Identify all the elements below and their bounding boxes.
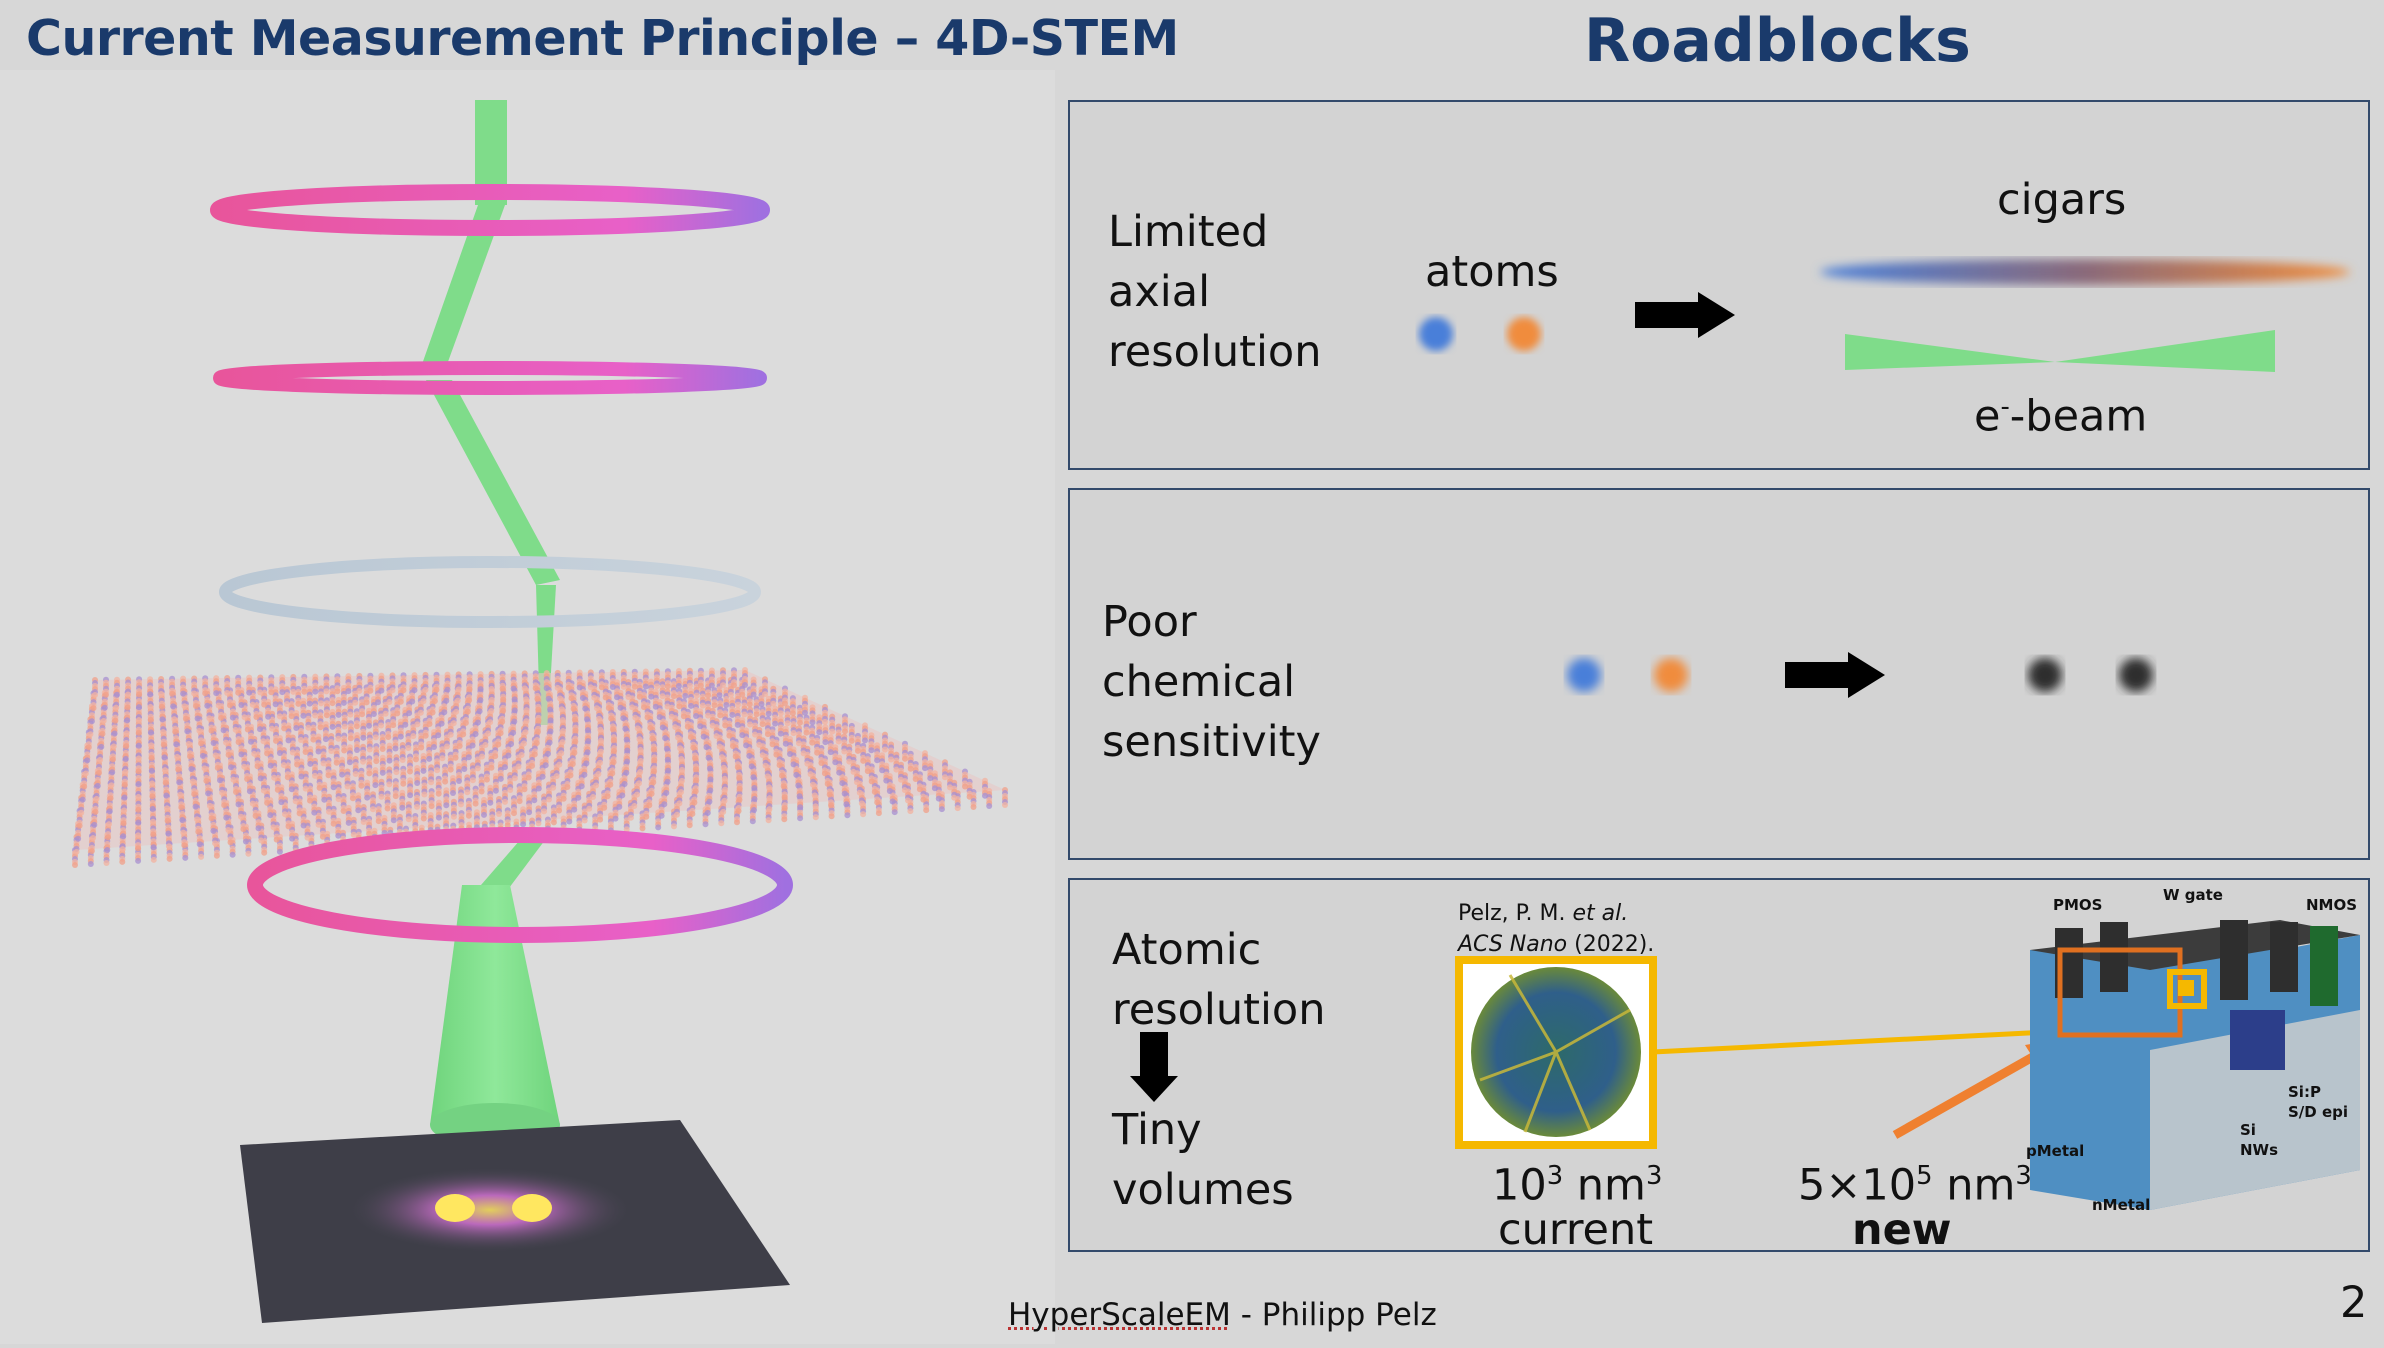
label-line: volumes [1112, 1165, 1294, 1215]
nmos-label: NMOS [2306, 896, 2358, 914]
beam-right-cone [2055, 330, 2275, 372]
orange-atom [1507, 317, 1541, 351]
page-number: 2 [2340, 1278, 2368, 1328]
condenser-ring-2 [213, 361, 767, 395]
row-label-top: Atomic resolution [1112, 920, 1325, 1040]
current-label: current [1498, 1205, 1654, 1255]
scan-coil-ring [219, 556, 761, 628]
new-label: new [1852, 1205, 1952, 1255]
roadblock-chemical-sensitivity: Poor chemical sensitivity [1068, 488, 2370, 860]
label-line: Poor [1102, 597, 1197, 647]
cigar-shape [1820, 259, 2350, 285]
down-arrow-icon [1130, 1032, 1178, 1102]
orange-atom [1654, 658, 1688, 692]
citation: Pelz, P. M. et al. ACS Nano (2022). [1458, 901, 1655, 957]
right-arrow-icon [1635, 292, 1735, 338]
right-arrow-icon [1785, 652, 1885, 698]
label-line: sensitivity [1102, 717, 1321, 767]
label-line: Atomic [1112, 925, 1262, 975]
si-nws-label: Si NWs [2240, 1121, 2279, 1159]
blue-atom [1567, 658, 1601, 692]
nmetal-label: nMetal [2092, 1196, 2151, 1214]
blue-atom [1419, 317, 1453, 351]
4d-stem-illustration [0, 70, 1055, 1344]
row-label: Poor chemical sensitivity [1102, 592, 1321, 772]
right-slide-title: Roadblocks [1584, 6, 1971, 76]
sip-label: Si:P S/D epi [2288, 1083, 2349, 1121]
footer-text: HyperScaleEM - Philipp Pelz [1008, 1297, 1437, 1333]
label-line: axial [1108, 267, 1211, 317]
left-slide-title: Current Measurement Principle – 4D-STEM [26, 10, 1179, 67]
pmetal-label: pMetal [2026, 1142, 2085, 1160]
label-line: chemical [1102, 657, 1296, 707]
ebeam-label: e--beam [1974, 391, 2148, 442]
label-line: Tiny [1112, 1105, 1202, 1155]
beam-left-cone [1845, 334, 2055, 370]
label-line: resolution [1108, 327, 1322, 377]
detector-plane [240, 1120, 790, 1323]
roadblock-tiny-volumes: Atomic resolution Tiny volumes Pelz, P. … [1068, 878, 2370, 1255]
label-line: resolution [1112, 985, 1326, 1035]
pmos-label: PMOS [2053, 896, 2103, 914]
nanoparticle-image [1455, 956, 1657, 1149]
gray-atom [2028, 658, 2062, 692]
transistor-device-image [2030, 920, 2360, 1210]
new-volume: 5×105 nm3 [1798, 1160, 2032, 1211]
objective-ring [247, 827, 793, 943]
roadblock-axial-resolution: Limited axial resolution atoms cigars e-… [1068, 100, 2370, 470]
label-line: Limited [1108, 207, 1269, 257]
w-gate-label: W gate [2163, 886, 2223, 904]
current-volume: 103 nm3 [1492, 1160, 1663, 1211]
atoms-label: atoms [1425, 247, 1559, 297]
cigars-label: cigars [1997, 175, 2127, 225]
row-label-bottom: Tiny volumes [1112, 1100, 1294, 1220]
gray-atom [2119, 658, 2153, 692]
condenser-ring-top [210, 184, 770, 236]
row-label: Limited axial resolution [1108, 202, 1321, 382]
